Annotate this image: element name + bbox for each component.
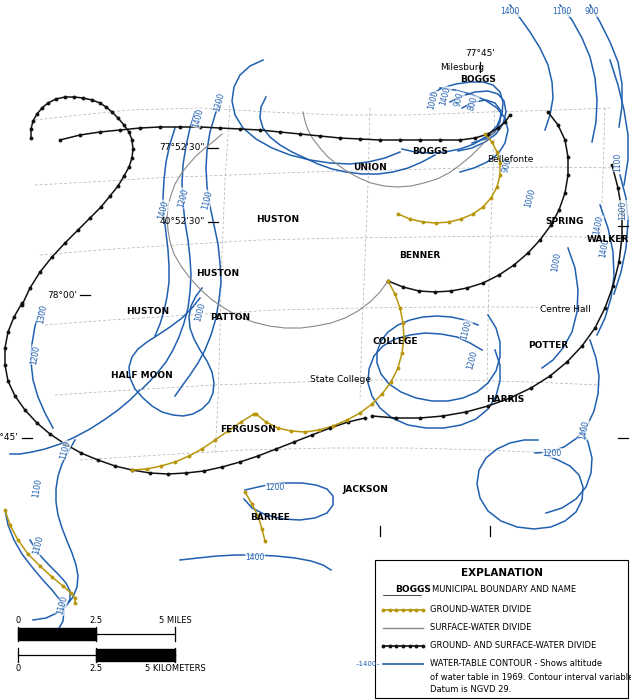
Text: HARRIS: HARRIS	[486, 395, 524, 405]
Text: 1100: 1100	[55, 594, 69, 615]
Text: UNION: UNION	[353, 164, 387, 172]
Text: 78°00': 78°00'	[47, 290, 77, 300]
Text: 1200: 1200	[212, 92, 226, 113]
Text: GROUND- AND SURFACE-WATER DIVIDE: GROUND- AND SURFACE-WATER DIVIDE	[430, 641, 596, 650]
Text: HUSTON: HUSTON	[256, 216, 300, 225]
Text: 1400: 1400	[598, 238, 610, 258]
Text: 1400: 1400	[578, 420, 590, 440]
Text: 5 KILOMETERS: 5 KILOMETERS	[144, 664, 205, 673]
Text: 1200: 1200	[176, 188, 190, 209]
Text: SURFACE-WATER DIVIDE: SURFACE-WATER DIVIDE	[430, 624, 531, 633]
Text: HUSTON: HUSTON	[126, 307, 170, 316]
Text: WATER-TABLE CONTOUR - Shows altitude: WATER-TABLE CONTOUR - Shows altitude	[430, 659, 602, 668]
Text: 1200: 1200	[266, 484, 285, 493]
Text: FERGUSON: FERGUSON	[220, 426, 276, 435]
Text: 900: 900	[585, 8, 599, 17]
Text: 1200: 1200	[543, 449, 562, 458]
Text: 1400: 1400	[500, 8, 520, 17]
Text: 1400: 1400	[156, 199, 170, 220]
Text: 0: 0	[15, 616, 21, 625]
Text: 900: 900	[501, 157, 513, 173]
Text: of water table in 1969. Contour interval variable.: of water table in 1969. Contour interval…	[430, 673, 631, 682]
Text: State College: State College	[309, 375, 370, 384]
Text: 40°45': 40°45'	[0, 433, 18, 442]
Text: 1100: 1100	[552, 8, 572, 17]
Text: 1200: 1200	[465, 349, 479, 370]
Text: Bellefonte: Bellefonte	[487, 155, 533, 164]
Text: 1000: 1000	[193, 302, 207, 323]
Text: 1300: 1300	[36, 304, 48, 324]
Text: 900: 900	[453, 91, 465, 107]
Text: 1400: 1400	[245, 554, 264, 563]
Text: 1400: 1400	[438, 85, 452, 106]
Text: BARREE: BARREE	[250, 514, 290, 522]
Text: –1400–: –1400–	[356, 661, 381, 667]
Text: 1400: 1400	[592, 215, 604, 235]
Text: 1100: 1100	[200, 190, 214, 211]
Text: COLLEGE: COLLEGE	[372, 337, 418, 346]
Text: Milesburg: Milesburg	[440, 64, 484, 73]
Text: 0: 0	[15, 664, 21, 673]
Text: JACKSON: JACKSON	[342, 486, 388, 494]
Text: HALF MOON: HALF MOON	[111, 370, 173, 379]
Text: 1100: 1100	[459, 319, 473, 340]
Text: 1200: 1200	[29, 344, 41, 365]
Text: 1100: 1100	[31, 535, 45, 556]
Text: HUSTON: HUSTON	[196, 270, 240, 279]
Text: 77°45': 77°45'	[465, 49, 495, 58]
Text: 1000: 1000	[550, 252, 562, 272]
Text: 1000: 1000	[426, 90, 440, 111]
Text: 1100: 1100	[58, 440, 72, 461]
Text: 1100: 1100	[31, 477, 43, 498]
Text: 800: 800	[467, 94, 479, 111]
Text: 40°52'30": 40°52'30"	[160, 218, 205, 227]
Text: POTTER: POTTER	[528, 342, 568, 351]
Text: EXPLANATION: EXPLANATION	[461, 568, 543, 578]
Text: BOGGS: BOGGS	[395, 585, 431, 594]
Text: GROUND-WATER DIVIDE: GROUND-WATER DIVIDE	[430, 606, 531, 615]
Text: Datum is NGVD 29.: Datum is NGVD 29.	[430, 685, 511, 694]
Text: WALKER: WALKER	[587, 235, 629, 244]
Text: 1400: 1400	[191, 108, 205, 129]
Text: 77°52'30": 77°52'30"	[160, 144, 205, 153]
Text: 1200: 1200	[618, 200, 627, 220]
Text: 1100: 1100	[613, 153, 623, 172]
Text: PATTON: PATTON	[210, 314, 250, 323]
FancyBboxPatch shape	[375, 560, 628, 698]
Text: Centre Hall: Centre Hall	[540, 305, 591, 314]
Text: 2.5: 2.5	[90, 616, 103, 625]
Text: 2.5: 2.5	[90, 664, 103, 673]
Text: 1000: 1000	[523, 188, 537, 209]
Text: 5 MILES: 5 MILES	[158, 616, 191, 625]
Text: BENNER: BENNER	[399, 251, 440, 260]
Text: SPRING: SPRING	[546, 218, 584, 227]
Text: BOGGS: BOGGS	[412, 148, 448, 157]
Text: MUNICIPAL BOUNDARY AND NAME: MUNICIPAL BOUNDARY AND NAME	[432, 585, 576, 594]
Text: BOGGS: BOGGS	[460, 76, 496, 85]
